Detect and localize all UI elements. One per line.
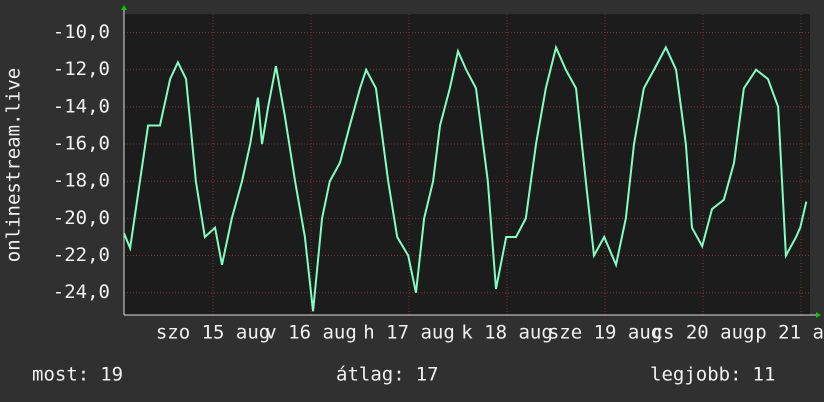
- y-tick-label: -22,0: [53, 244, 110, 266]
- x-tick-label: h 17 aug: [363, 322, 455, 344]
- grid: [124, 14, 810, 315]
- stat-label: most:: [32, 364, 89, 386]
- x-tick-label: k 18 aug: [461, 322, 553, 344]
- stat-value: 11: [753, 364, 776, 386]
- y-tick-label: -16,0: [53, 133, 110, 155]
- y-tick-label: -14,0: [53, 95, 110, 117]
- x-tick-label: cs 20 aug: [652, 322, 755, 344]
- y-axis-arrow: [121, 5, 127, 10]
- data-line: [123, 44, 808, 312]
- y-tick-label: -18,0: [53, 170, 110, 192]
- stat-label: legjobb:: [650, 364, 742, 386]
- y-axis-label: onlinestream.live: [3, 68, 25, 262]
- x-tick-label: p 21 aug: [755, 322, 824, 344]
- x-tick-label: v 16 aug: [265, 322, 357, 344]
- x-tick-label: sze 19 aug: [548, 322, 662, 344]
- stat-value: 17: [416, 364, 439, 386]
- y-tick-label: -24,0: [53, 281, 110, 303]
- y-tick-label: -20,0: [53, 207, 110, 229]
- x-tick-label: szo 15 aug: [156, 322, 270, 344]
- y-tick-label: -12,0: [53, 58, 110, 80]
- plot-area: [124, 14, 810, 315]
- stat-label: átlag:: [336, 364, 405, 386]
- y-tick-label: -10,0: [53, 21, 110, 43]
- x-axis-arrow: [816, 312, 821, 318]
- stat-value: 19: [100, 364, 123, 386]
